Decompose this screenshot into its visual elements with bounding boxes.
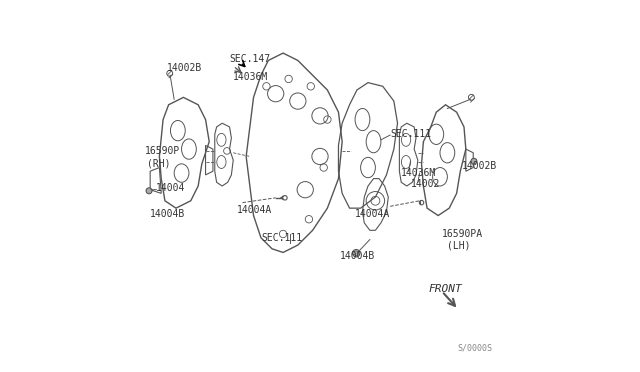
Text: 14004A: 14004A (237, 205, 272, 215)
Text: SEC.111: SEC.111 (261, 233, 302, 243)
Circle shape (353, 250, 360, 257)
Text: 14002: 14002 (410, 179, 440, 189)
Text: SEC.147: SEC.147 (230, 54, 271, 64)
Text: (RH): (RH) (147, 159, 171, 169)
Text: S/0000S: S/0000S (458, 344, 493, 353)
Text: 14004B: 14004B (150, 209, 186, 219)
Text: 14002B: 14002B (462, 161, 497, 171)
Circle shape (471, 158, 477, 164)
Text: 14036M: 14036M (233, 72, 269, 82)
Text: 14036M: 14036M (401, 168, 436, 178)
Text: 16590PA: 16590PA (442, 229, 483, 239)
Text: (LH): (LH) (447, 240, 471, 250)
Text: 14004: 14004 (156, 183, 185, 193)
Text: 14002B: 14002B (167, 63, 202, 73)
Text: FRONT: FRONT (429, 284, 463, 294)
Text: 14004B: 14004B (340, 251, 376, 261)
Text: 14004A: 14004A (355, 209, 390, 219)
Text: SEC.111: SEC.111 (390, 129, 431, 139)
Text: 16590P: 16590P (145, 146, 180, 156)
Circle shape (146, 188, 152, 194)
